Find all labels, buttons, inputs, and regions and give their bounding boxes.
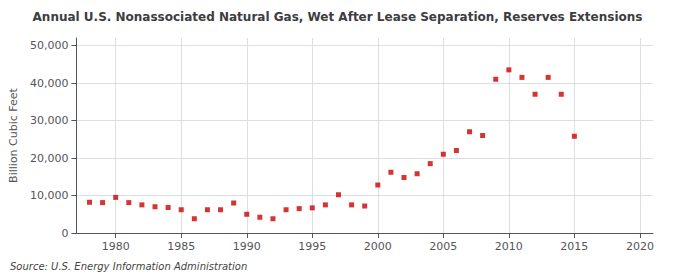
svg-text:1980: 1980 xyxy=(102,240,130,253)
svg-text:40,000: 40,000 xyxy=(30,77,69,90)
svg-text:50,000: 50,000 xyxy=(30,39,69,52)
svg-text:2010: 2010 xyxy=(495,240,523,253)
svg-text:0: 0 xyxy=(61,227,68,240)
svg-text:1990: 1990 xyxy=(233,240,261,253)
svg-text:2005: 2005 xyxy=(429,240,457,253)
svg-text:Annual U.S. Nonassociated Natu: Annual U.S. Nonassociated Natural Gas, W… xyxy=(33,10,643,24)
svg-text:2000: 2000 xyxy=(364,240,392,253)
svg-text:2020: 2020 xyxy=(626,240,654,253)
svg-text:20,000: 20,000 xyxy=(30,152,69,165)
svg-text:1995: 1995 xyxy=(298,240,326,253)
svg-text:1985: 1985 xyxy=(167,240,195,253)
svg-text:10,000: 10,000 xyxy=(30,189,69,202)
svg-text:Source: U.S. Energy Informatio: Source: U.S. Energy Information Administ… xyxy=(10,261,247,272)
svg-text:2015: 2015 xyxy=(560,240,588,253)
svg-text:30,000: 30,000 xyxy=(30,114,69,127)
svg-text:Billion Cubic Feet: Billion Cubic Feet xyxy=(7,87,20,182)
